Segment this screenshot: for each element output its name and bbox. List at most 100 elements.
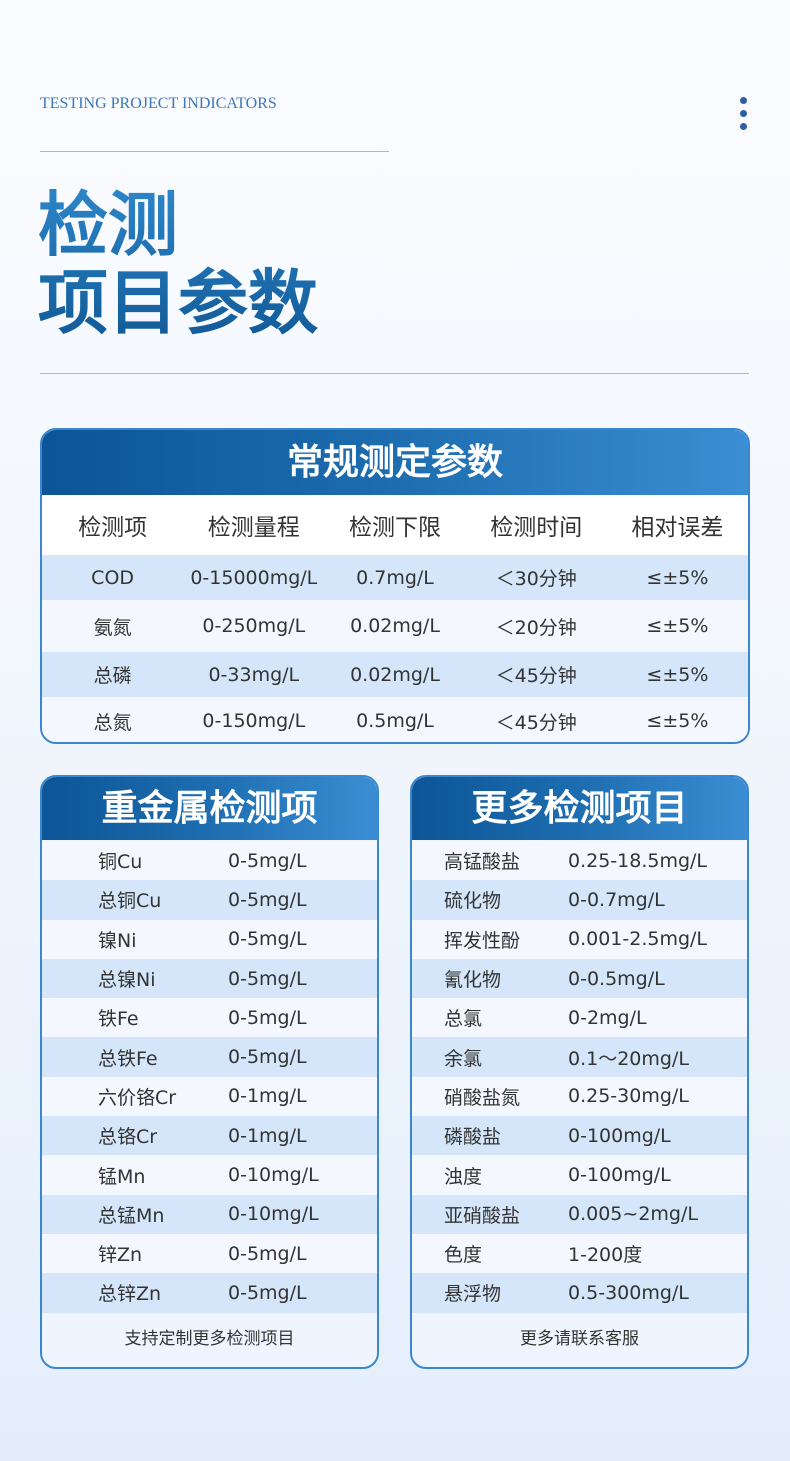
divider [40, 373, 749, 374]
item-name: 六价铬Cr [98, 1086, 177, 1109]
item-range: 0-1mg/L [228, 1124, 307, 1147]
table-row: 总氮 0-150mg/L 0.5mg/L ＜45分钟 ≤±5% [42, 697, 748, 742]
divider [40, 151, 389, 152]
table-header-row: 检测项 检测量程 检测下限 检测时间 相对误差 [42, 495, 748, 555]
table-row: 总镍Ni 0-5mg/L [42, 958, 377, 999]
table-row: 锌Zn 0-5mg/L [42, 1233, 377, 1274]
item-range: 0-5mg/L [228, 967, 307, 990]
more-items-table: 更多检测项目 高锰酸盐 0.25-18.5mg/L 硫化物 0-0.7mg/L 挥发性酚… [410, 775, 749, 1369]
table-row: 总磷 0-33mg/L 0.02mg/L ＜45分钟 ≤±5% [42, 652, 748, 697]
column-header: 检测量程 [207, 515, 300, 541]
item-name: 锌Zn [98, 1244, 143, 1267]
table-row: 硫化物 0-0.7mg/L [412, 880, 747, 920]
table-cell: 0.02mg/L [350, 663, 440, 686]
table-cell: ＜20分钟 [495, 616, 577, 639]
item-range: 0-100mg/L [568, 1124, 671, 1147]
table-cell: 0.02mg/L [350, 615, 440, 637]
table-row: 锰Mn 0-10mg/L [42, 1155, 377, 1195]
table-cell: ≤±5% [646, 566, 709, 589]
item-range: 0.001-2.5mg/L [568, 928, 708, 951]
table-cell: ≤±5% [646, 615, 709, 637]
item-range: 1-200度 [568, 1244, 643, 1267]
table-title: 常规测定参数 [42, 430, 748, 495]
page-title: 检测 项目参数 [38, 186, 318, 342]
item-range: 0-5mg/L [228, 888, 307, 911]
item-range: 0-0.7mg/L [568, 888, 665, 911]
item-name: 铜Cu [98, 851, 143, 874]
table-cell: ＜30分钟 [495, 568, 577, 590]
table-row: 总铜Cu 0-5mg/L [42, 880, 377, 920]
title-line-2: 项目参数 [38, 261, 318, 344]
item-range: 0-5mg/L [228, 1006, 307, 1029]
table-row: 硝酸盐氮 0.25-30mg/L [412, 1076, 747, 1117]
column-header: 检测时间 [490, 515, 583, 541]
item-name: 总锌Zn [98, 1283, 162, 1306]
routine-params-table: 常规测定参数 检测项 检测量程 检测下限 检测时间 相对误差 COD 0-15000mg/… [40, 428, 750, 744]
item-name: 总氯 [444, 1008, 483, 1031]
table-row: 铜Cu 0-5mg/L [42, 841, 377, 881]
table-row: COD 0-15000mg/L 0.7mg/L ＜30分钟 ≤±5% [42, 555, 748, 600]
item-name: 余氯 [444, 1047, 483, 1070]
table-row: 余氯 0.1～20mg/L [412, 1037, 747, 1077]
item-range: 0-5mg/L [228, 928, 307, 951]
table-row: 总氯 0-2mg/L [412, 998, 747, 1038]
table-row: 总铬Cr 0-1mg/L [42, 1116, 377, 1156]
item-range: 0-2mg/L [568, 1006, 647, 1029]
table-cell: 总磷 [93, 665, 132, 687]
table-cell: 0.7mg/L [356, 566, 434, 589]
more-vertical-icon[interactable] [740, 97, 750, 136]
item-name: 总锰Mn [98, 1204, 165, 1227]
table-row: 挥发性酚 0.001-2.5mg/L [412, 919, 747, 959]
table-cell: 0-15000mg/L [190, 566, 318, 589]
item-name: 铁Fe [98, 1008, 139, 1031]
table-row: 镍Ni 0-5mg/L [42, 919, 377, 959]
table-row: 高锰酸盐 0.25-18.5mg/L [412, 841, 747, 881]
item-range: 0-1mg/L [228, 1085, 307, 1108]
item-name: 挥发性酚 [444, 929, 521, 952]
item-range: 0-10mg/L [228, 1203, 319, 1226]
table-row: 六价铬Cr 0-1mg/L [42, 1076, 377, 1117]
table-footer-note: 更多请联系客服 [520, 1328, 639, 1349]
table-row: 浊度 0-100mg/L [412, 1155, 747, 1195]
item-range: 0.25-18.5mg/L [568, 849, 708, 872]
table-footer-note: 支持定制更多检测项目 [124, 1328, 295, 1349]
table-cell: ＜45分钟 [495, 665, 577, 687]
table-cell: COD [91, 566, 135, 589]
item-range: 0-100mg/L [568, 1164, 671, 1187]
title-line-1: 检测 [38, 183, 178, 266]
table-cell: 总氮 [93, 711, 132, 734]
item-name: 高锰酸盐 [444, 851, 521, 874]
column-header: 检测下限 [349, 515, 441, 541]
table-row: 铁Fe 0-5mg/L [42, 998, 377, 1038]
item-range: 0-0.5mg/L [568, 967, 665, 990]
item-name: 镍Ni [98, 929, 137, 952]
table-title: 重金属检测项 [42, 777, 377, 840]
item-name: 总铁Fe [98, 1047, 158, 1070]
item-range: 0.1～20mg/L [568, 1047, 689, 1070]
table-cell: 氨氮 [93, 616, 132, 639]
item-name: 硫化物 [444, 890, 502, 913]
eyebrow-text: TESTING PROJECT INDICATORS [40, 95, 277, 112]
item-name: 浊度 [444, 1165, 483, 1188]
table-row: 总锌Zn 0-5mg/L [42, 1273, 377, 1313]
item-range: 0-5mg/L [228, 849, 307, 872]
item-range: 0-5mg/L [228, 1046, 307, 1069]
table-row: 氰化物 0-0.5mg/L [412, 958, 747, 999]
table-row: 亚硝酸盐 0.005~2mg/L [412, 1194, 747, 1234]
table-cell: 0.5mg/L [356, 710, 434, 732]
item-name: 色度 [444, 1244, 483, 1267]
item-name: 磷酸盐 [444, 1126, 502, 1149]
table-cell: 0-33mg/L [208, 663, 300, 686]
table-cell: 0-250mg/L [202, 615, 306, 637]
table-row: 总锰Mn 0-10mg/L [42, 1194, 377, 1234]
item-name: 总铜Cu [98, 890, 162, 913]
table-title: 更多检测项目 [412, 777, 747, 840]
item-range: 0.005~2mg/L [568, 1203, 698, 1226]
item-name: 总铬Cr [98, 1126, 158, 1149]
item-range: 0-5mg/L [228, 1281, 307, 1304]
item-name: 亚硝酸盐 [444, 1204, 521, 1227]
table-cell: ＜45分钟 [495, 711, 577, 734]
item-name: 悬浮物 [444, 1283, 502, 1306]
column-header: 检测项 [78, 515, 148, 541]
item-range: 0-10mg/L [228, 1164, 319, 1187]
